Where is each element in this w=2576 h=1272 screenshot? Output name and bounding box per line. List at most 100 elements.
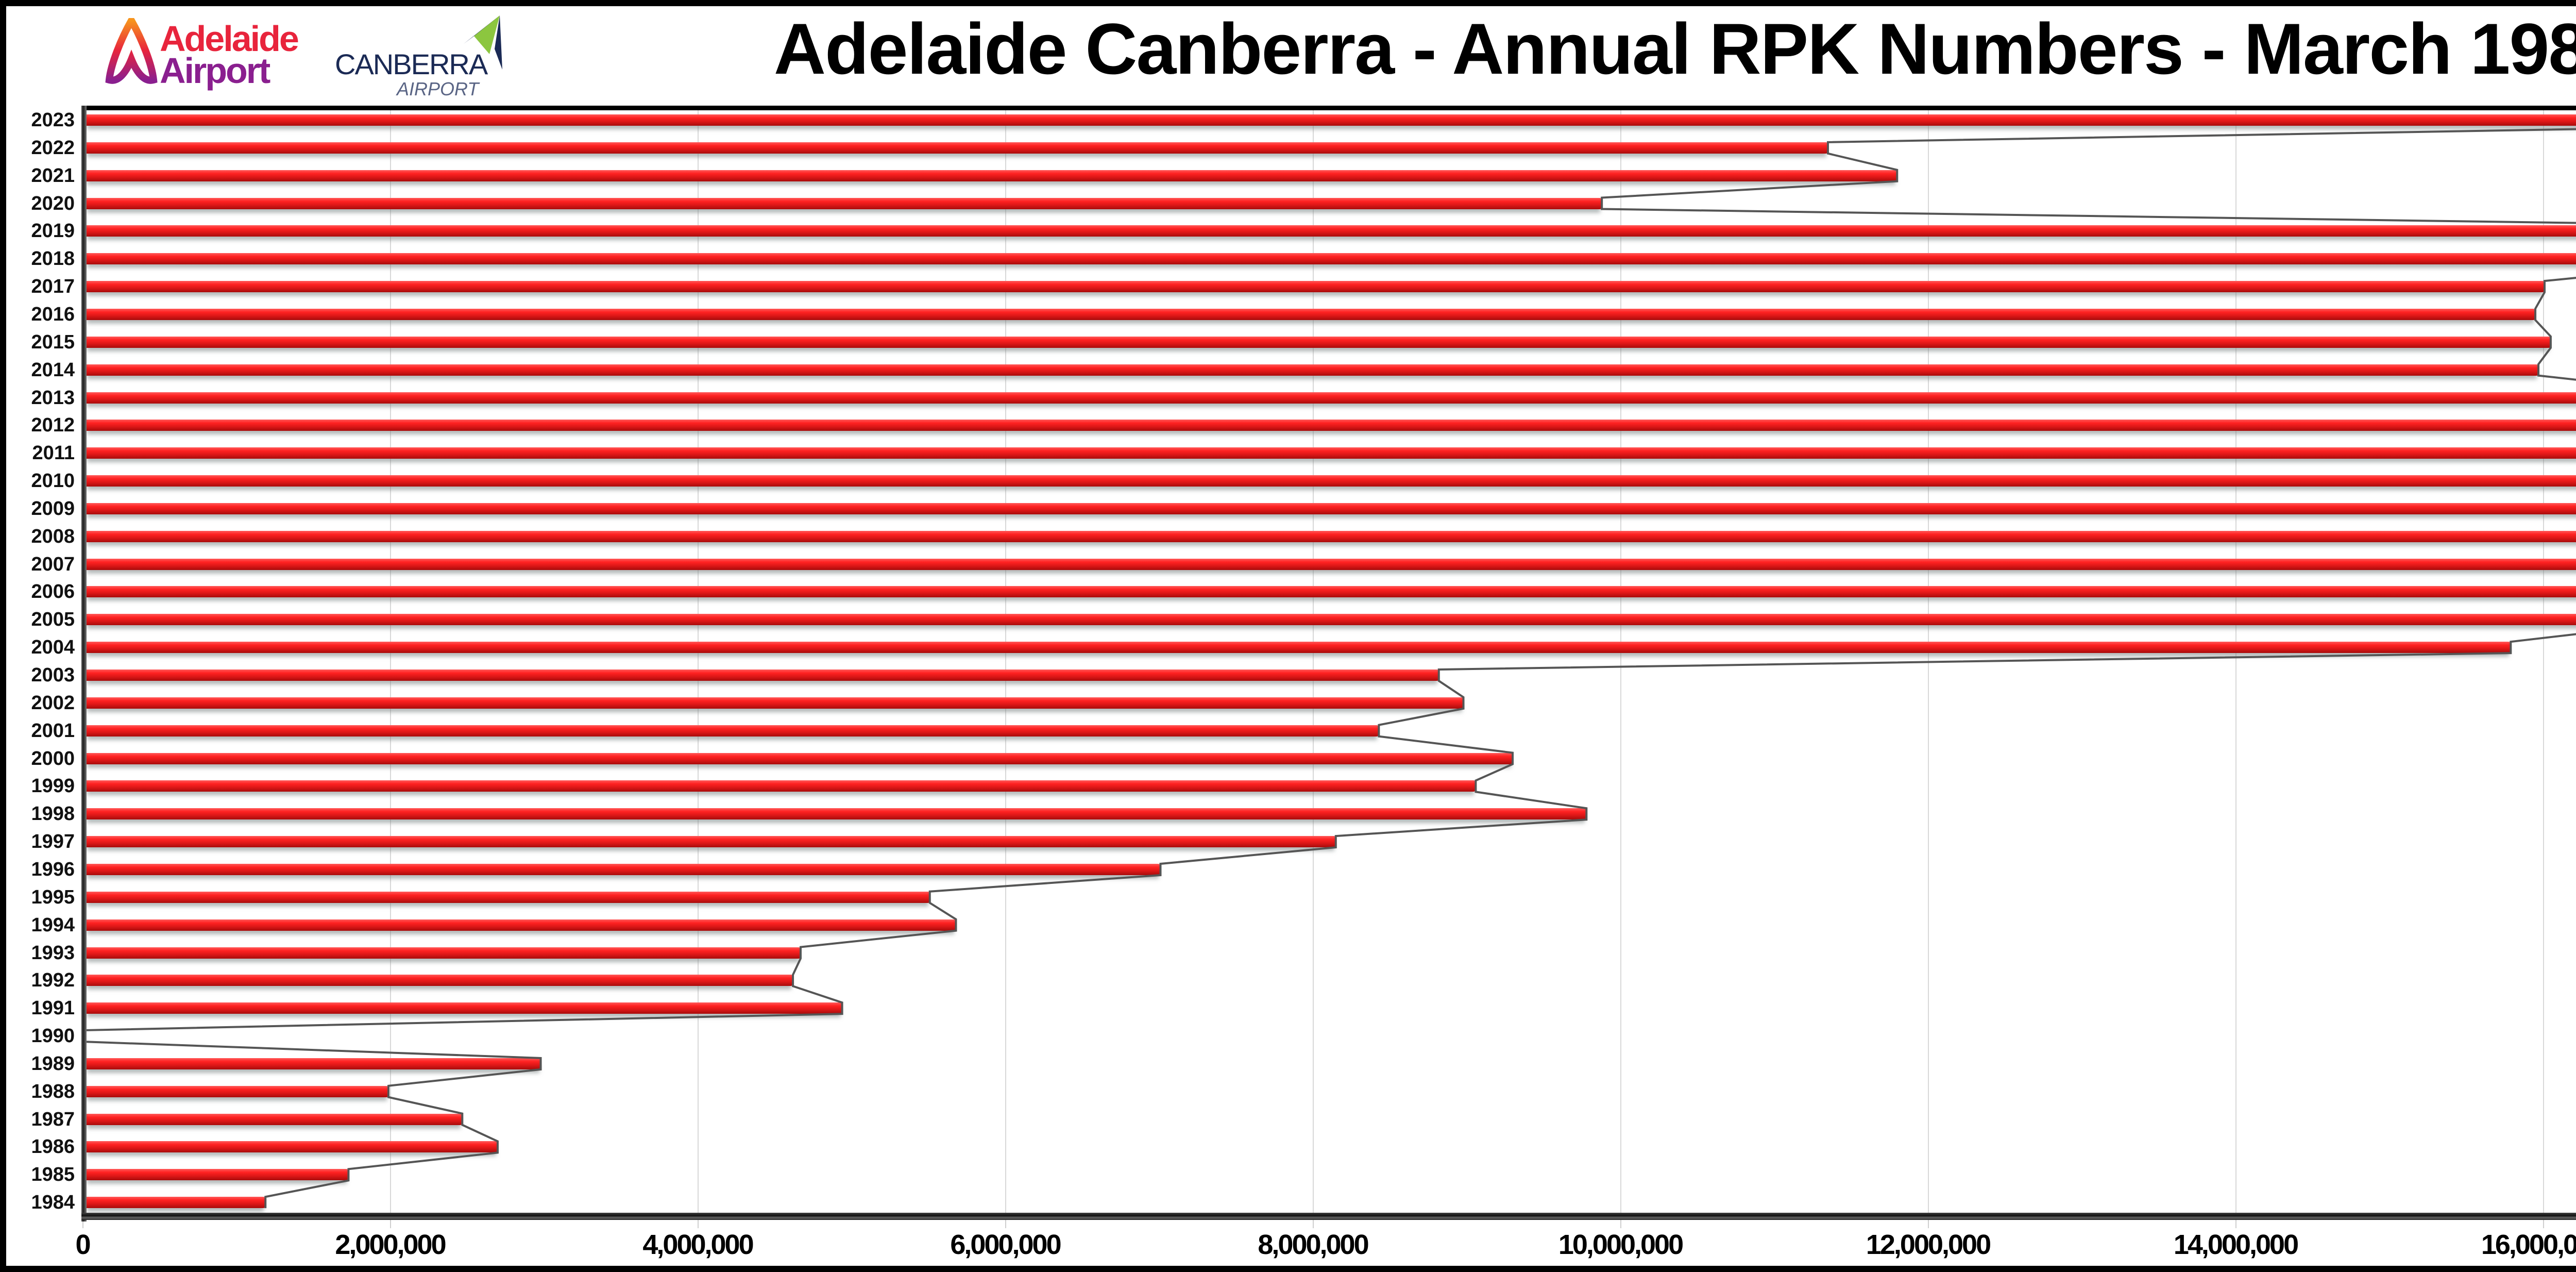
y-tick-label: 1991: [31, 997, 75, 1019]
bar: [86, 336, 2551, 348]
bar: [86, 919, 956, 931]
bar: [86, 1085, 388, 1097]
x-tick-label: 6,000,000: [950, 1229, 1061, 1260]
x-tick-mark: [1313, 1219, 1314, 1228]
y-tick-label: 2010: [31, 470, 75, 492]
bar: [86, 947, 801, 959]
y-tick-label: 2008: [31, 525, 75, 547]
bar: [86, 614, 2576, 626]
y-tick-label: 2023: [31, 109, 75, 131]
x-tick-mark: [698, 1219, 699, 1228]
y-tick-label: 1989: [31, 1052, 75, 1075]
bar: [86, 642, 2511, 654]
bar: [86, 1169, 349, 1181]
y-tick-label: 2020: [31, 192, 75, 214]
y-tick-label: 2018: [31, 248, 75, 270]
y-tick-label: 2013: [31, 387, 75, 409]
y-tick-label: 1995: [31, 886, 75, 908]
y-tick-label: 1998: [31, 803, 75, 825]
y-tick-label: 1999: [31, 775, 75, 797]
adelaide-logo-line2: Airport: [160, 51, 270, 91]
y-tick-label: 1986: [31, 1136, 75, 1158]
canberra-logo-line1: CANBERRA: [335, 48, 488, 80]
y-tick-label: 1985: [31, 1164, 75, 1186]
y-tick-label: 1994: [31, 914, 75, 936]
bar: [86, 1058, 541, 1069]
x-tick-label: 14,000,000: [2173, 1229, 2299, 1260]
x-tick-label: 4,000,000: [642, 1229, 754, 1260]
chart-title: Adelaide Canberra - Annual RPK Numbers -…: [773, 8, 2576, 89]
bar: [86, 447, 2576, 459]
x-tick-label: 0: [75, 1229, 91, 1260]
bar: [86, 1113, 463, 1125]
gridline: [698, 110, 699, 1218]
adelaide-airport-logo: Adelaide Airport: [103, 15, 299, 93]
bar: [86, 503, 2576, 514]
bar: [86, 670, 1439, 681]
gridline: [2235, 110, 2236, 1218]
y-tick-label: 1992: [31, 969, 75, 992]
x-tick-label: 2,000,000: [335, 1229, 446, 1260]
bar: [86, 1002, 842, 1014]
x-tick-label: 10,000,000: [1558, 1229, 1684, 1260]
bar: [86, 558, 2576, 570]
adelaide-logo-line1: Adelaide: [160, 19, 299, 59]
canberra-airport-mark-icon: [464, 15, 502, 70]
x-tick-mark: [1620, 1219, 1621, 1228]
y-tick-label: 2017: [31, 276, 75, 298]
bar: [86, 142, 1828, 154]
bar: [86, 975, 793, 986]
y-tick-label: 2022: [31, 137, 75, 159]
y-tick-label: 2011: [32, 442, 75, 464]
y-tick-label: 1993: [31, 942, 75, 964]
y-tick-label: 2000: [31, 747, 75, 769]
x-tick-mark: [390, 1219, 391, 1228]
bar: [86, 725, 1379, 737]
bar: [86, 475, 2576, 487]
gridline: [390, 110, 391, 1218]
y-tick-label: 2016: [31, 303, 75, 325]
gridline: [1313, 110, 1314, 1218]
y-tick-label: 1988: [31, 1080, 75, 1102]
y-tick-label: 1990: [31, 1025, 75, 1047]
y-tick-label: 2007: [31, 553, 75, 575]
x-tick-mark: [1928, 1219, 1929, 1228]
bar: [86, 114, 2576, 126]
bar: [86, 752, 1513, 764]
y-tick-label: 2006: [31, 581, 75, 603]
bar: [86, 197, 1602, 209]
y-tick-label: 2012: [31, 414, 75, 437]
bar: [86, 253, 2576, 265]
y-tick-label: 2005: [31, 609, 75, 631]
gridline: [2543, 110, 2544, 1218]
y-tick-label: 1997: [31, 831, 75, 853]
y-tick-label: 2009: [31, 497, 75, 520]
bar: [86, 697, 1464, 709]
canberra-airport-logo: CANBERRA AIRPORT: [335, 13, 505, 99]
bar: [86, 308, 2536, 320]
y-tick-label: 2003: [31, 664, 75, 686]
x-tick-label: 8,000,000: [1258, 1229, 1369, 1260]
gridline: [1620, 110, 1621, 1218]
x-tick-mark: [2235, 1219, 2236, 1228]
bar: [86, 1197, 266, 1209]
bar: [86, 808, 1587, 820]
gridline: [1005, 110, 1006, 1218]
bar: [86, 780, 1476, 792]
x-tick-mark: [2543, 1219, 2544, 1228]
x-tick-label: 16,000,000: [2481, 1229, 2576, 1260]
bar: [86, 1141, 498, 1153]
y-tick-label: 1984: [31, 1192, 75, 1214]
bar: [86, 170, 1897, 181]
plot-area: [81, 106, 2576, 1216]
adelaide-airport-mark-icon: [105, 18, 158, 84]
bar: [86, 392, 2576, 404]
y-axis-line: [81, 106, 87, 1221]
y-tick-label: 2001: [31, 719, 75, 742]
y-tick-label: 1996: [31, 858, 75, 880]
bar: [86, 863, 1161, 875]
bar: [86, 891, 930, 903]
gridline: [1928, 110, 1929, 1218]
bar: [86, 420, 2576, 431]
y-tick-label: 2002: [31, 692, 75, 714]
